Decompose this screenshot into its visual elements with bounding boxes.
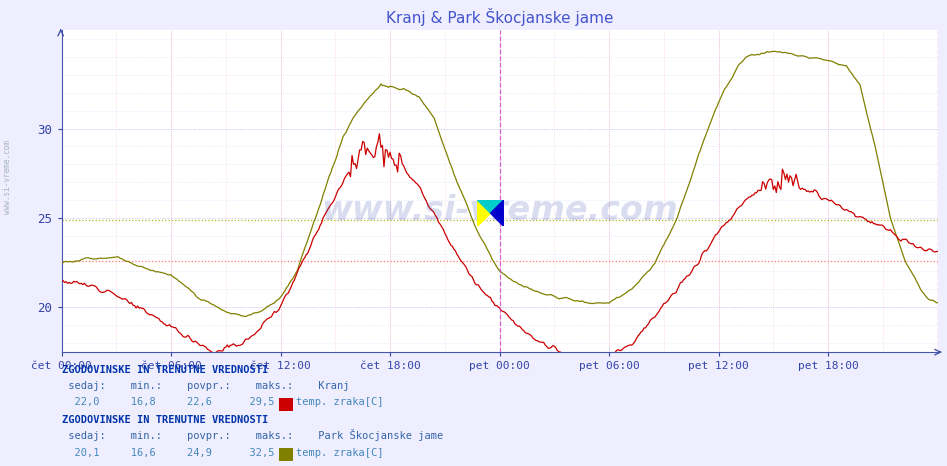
- Polygon shape: [477, 200, 491, 226]
- Text: temp. zraka[C]: temp. zraka[C]: [296, 448, 384, 458]
- Text: 22,0     16,8     22,6      29,5: 22,0 16,8 22,6 29,5: [62, 397, 274, 407]
- Text: ZGODOVINSKE IN TRENUTNE VREDNOSTI: ZGODOVINSKE IN TRENUTNE VREDNOSTI: [62, 415, 268, 425]
- Text: www.si-vreme.com: www.si-vreme.com: [321, 194, 678, 227]
- Title: Kranj & Park Škocjanske jame: Kranj & Park Škocjanske jame: [385, 8, 614, 27]
- Text: ZGODOVINSKE IN TRENUTNE VREDNOSTI: ZGODOVINSKE IN TRENUTNE VREDNOSTI: [62, 365, 268, 375]
- Polygon shape: [491, 200, 504, 226]
- Text: temp. zraka[C]: temp. zraka[C]: [296, 397, 384, 407]
- Text: sedaj:    min.:    povpr.:    maks.:    Kranj: sedaj: min.: povpr.: maks.: Kranj: [62, 381, 349, 391]
- Text: www.si-vreme.com: www.si-vreme.com: [3, 140, 12, 214]
- Text: 20,1     16,6     24,9      32,5: 20,1 16,6 24,9 32,5: [62, 448, 274, 458]
- Polygon shape: [477, 200, 504, 213]
- Text: sedaj:    min.:    povpr.:    maks.:    Park Škocjanske jame: sedaj: min.: povpr.: maks.: Park Škocjan…: [62, 429, 443, 441]
